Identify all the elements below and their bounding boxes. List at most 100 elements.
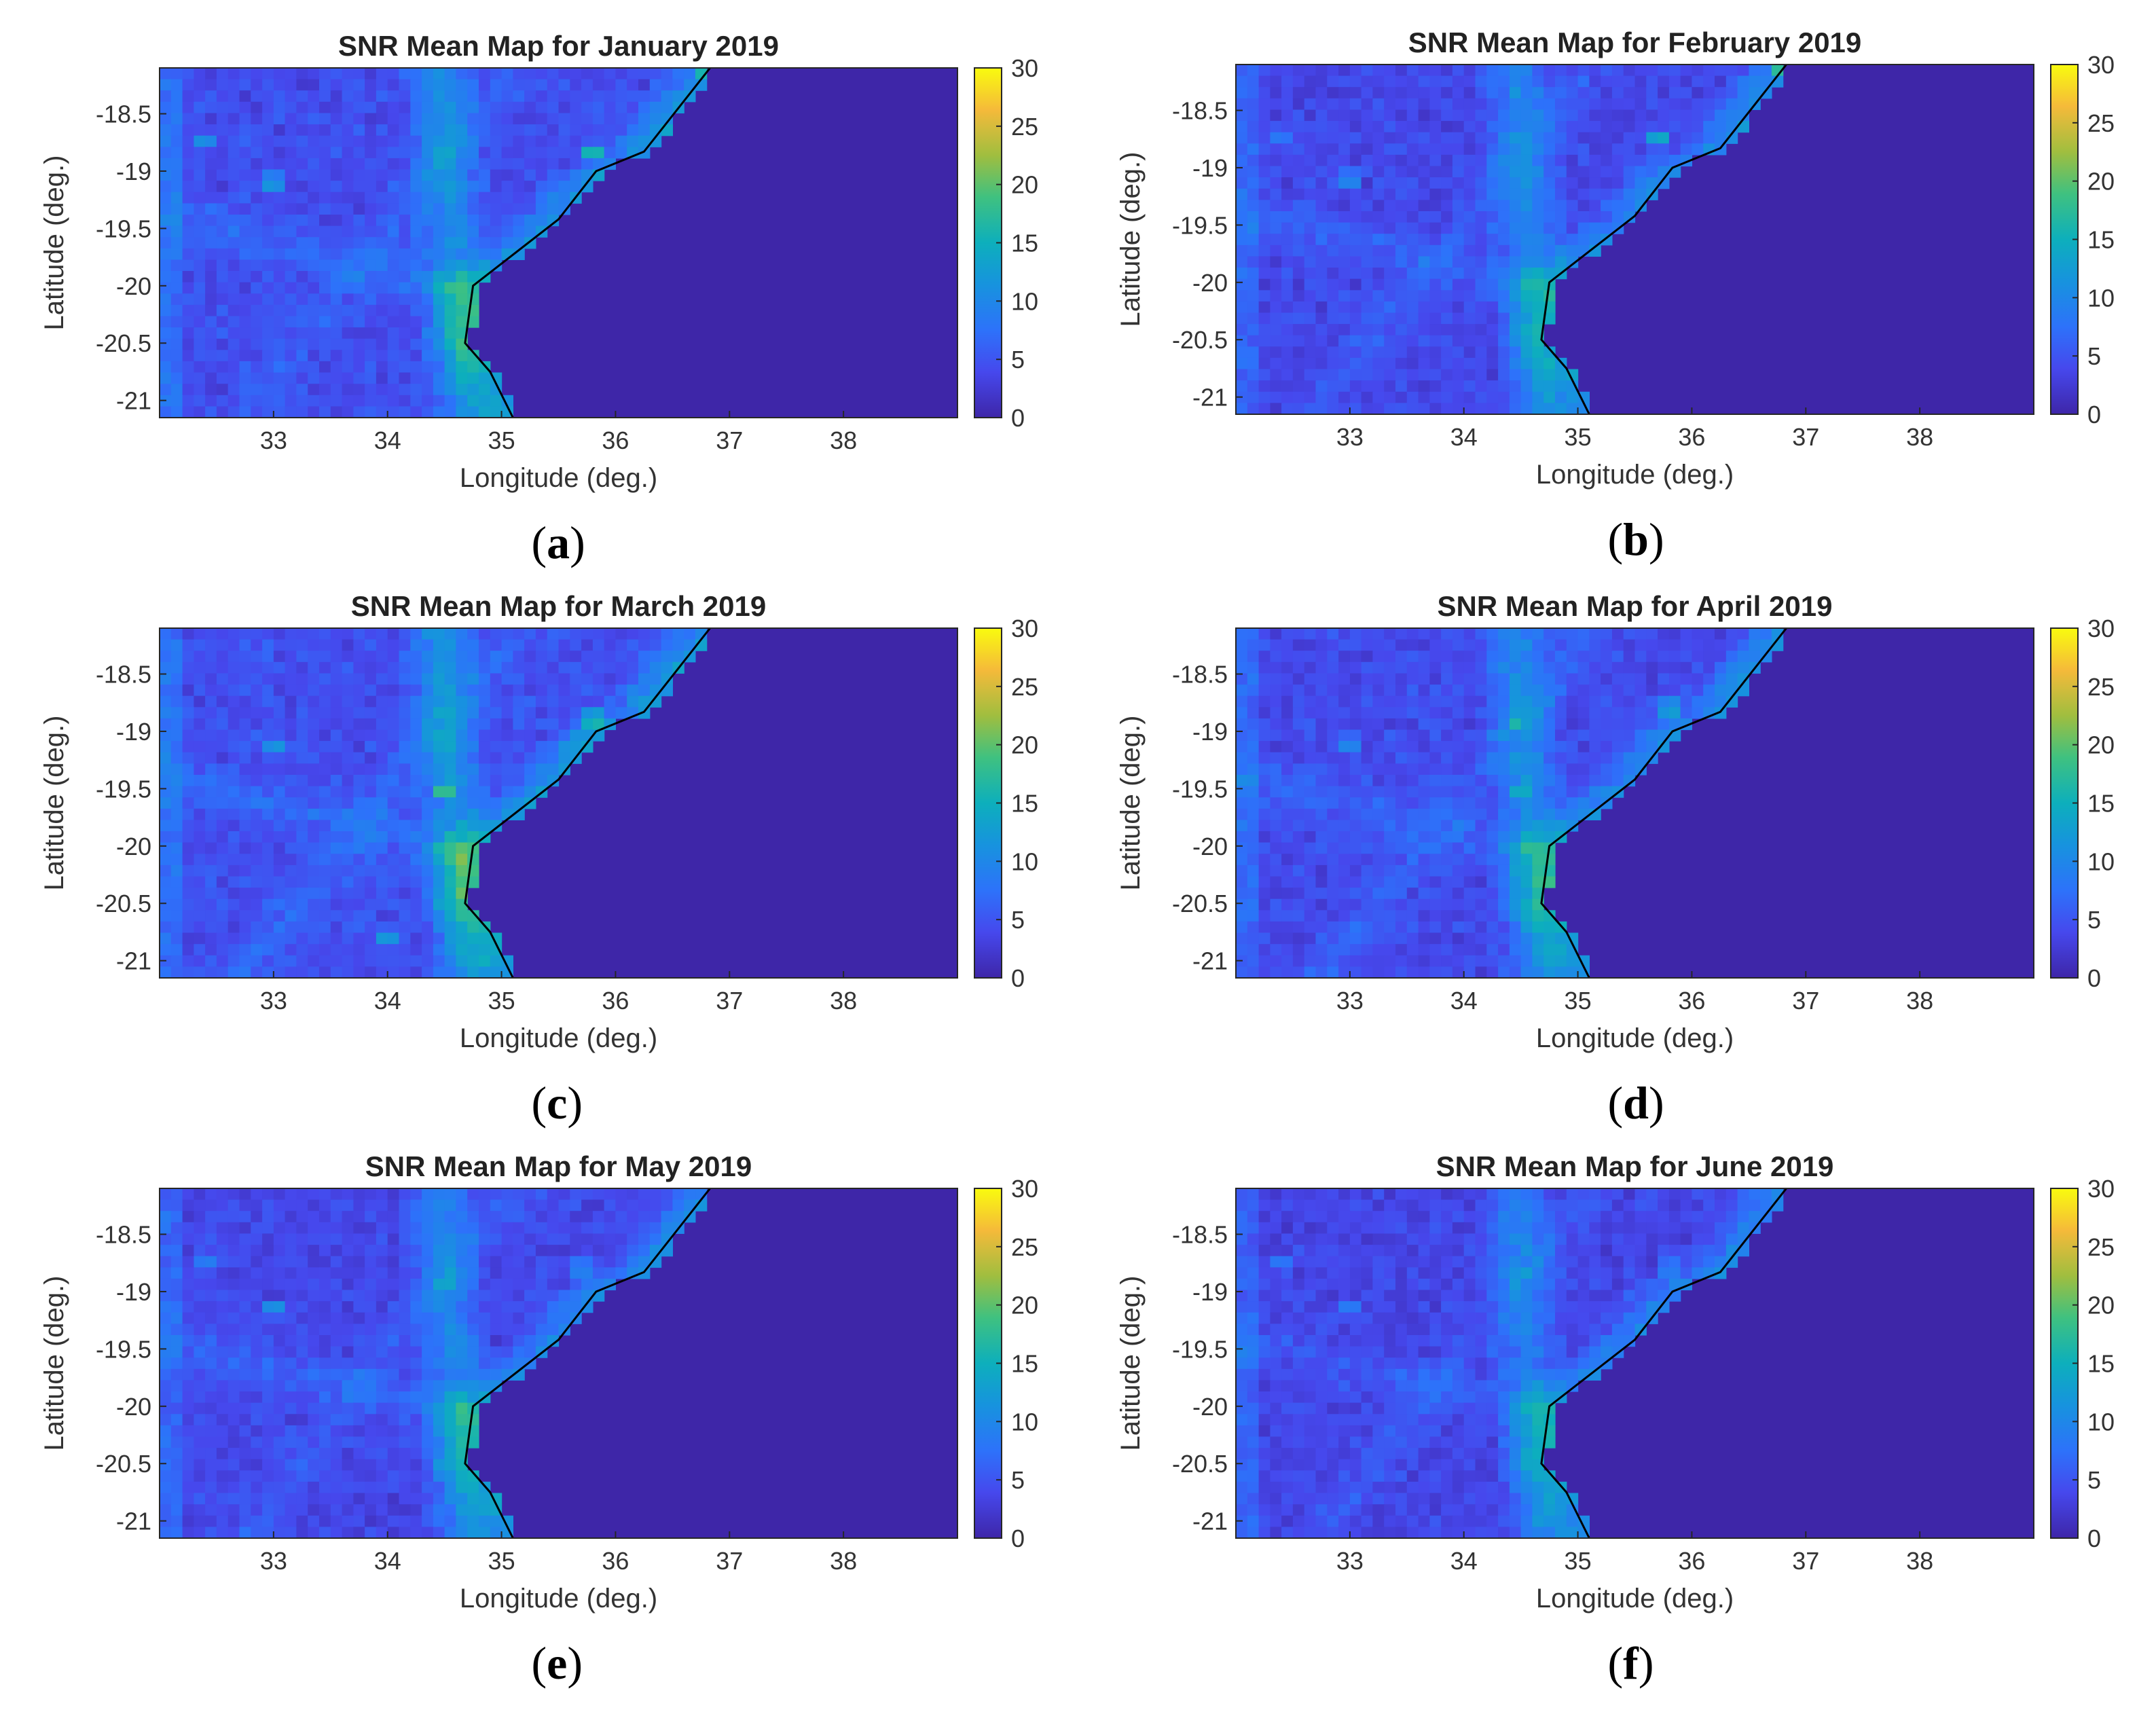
heatmap-cell (1520, 932, 1533, 945)
heatmap-cell (1646, 718, 1658, 731)
heatmap-cell (227, 808, 240, 820)
heatmap-cell (581, 651, 593, 663)
heatmap-cell (227, 124, 240, 136)
heatmap-cell (1384, 921, 1396, 934)
heatmap-cell (353, 215, 365, 227)
heatmap-cell (387, 1211, 400, 1223)
heatmap-cell (160, 1290, 172, 1302)
heatmap-cell (376, 1233, 388, 1245)
heatmap-cell (308, 215, 320, 227)
heatmap-cell (1577, 639, 1590, 651)
heatmap-cell (273, 1278, 286, 1291)
heatmap-cell (1236, 143, 1248, 156)
heatmap-cell (399, 695, 411, 708)
heatmap-cell (1601, 121, 1613, 133)
heatmap-cell (1304, 797, 1317, 809)
heatmap-cell (490, 68, 503, 80)
heatmap-cell (456, 361, 468, 373)
heatmap-cell (194, 248, 206, 260)
heatmap-cell (399, 1267, 411, 1279)
heatmap-cell (319, 864, 331, 877)
heatmap-cell (1236, 808, 1248, 820)
heatmap-cell (342, 372, 354, 384)
heatmap-cell (1281, 741, 1294, 753)
heatmap-cell (170, 350, 183, 362)
heatmap-cell (1270, 380, 1282, 393)
x-tick-label: 35 (1565, 987, 1592, 1015)
heatmap-cell (376, 898, 388, 911)
heatmap-cell (490, 384, 503, 396)
heatmap-cell (1418, 154, 1430, 167)
heatmap-cell (1520, 132, 1533, 144)
heatmap-cell (170, 763, 183, 776)
heatmap-cell (227, 797, 240, 809)
heatmap-cell (216, 259, 229, 272)
heatmap-cell (239, 695, 251, 708)
heatmap-cell (1281, 808, 1294, 820)
heatmap-cell (262, 192, 274, 204)
heatmap-cell (170, 718, 183, 731)
heatmap-cell (467, 718, 479, 731)
heatmap-cell (467, 215, 479, 227)
heatmap-cell (1715, 673, 1727, 685)
heatmap-cell (581, 741, 593, 753)
heatmap-cell (330, 350, 343, 362)
heatmap-cell (604, 673, 616, 685)
heatmap-cell (342, 966, 354, 979)
heatmap-cell (205, 898, 217, 911)
heatmap-cell (160, 158, 172, 170)
heatmap-cell (251, 350, 263, 362)
heatmap-cell (1715, 661, 1727, 674)
heatmap-cell (1646, 661, 1658, 674)
heatmap-cell (410, 1222, 422, 1234)
heatmap-cell (1577, 222, 1590, 234)
heatmap-cell (285, 651, 297, 663)
heatmap-cell (330, 259, 343, 272)
heatmap-cell (1634, 200, 1647, 212)
heatmap-cell (1406, 775, 1419, 787)
heatmap-cell (535, 639, 548, 651)
heatmap-cell (216, 361, 229, 373)
heatmap-cell (501, 113, 513, 125)
heatmap-cell (1315, 369, 1328, 381)
heatmap-cell (1452, 244, 1465, 257)
heatmap-cell (353, 1222, 365, 1234)
heatmap-cell (1543, 786, 1556, 798)
heatmap-cell (319, 350, 331, 362)
heatmap-cell (1498, 290, 1510, 302)
heatmap-cell (330, 384, 343, 396)
heatmap-cell (308, 921, 320, 934)
heatmap-cell (285, 203, 297, 215)
heatmap-cell (1520, 222, 1533, 234)
heatmap-cell (1577, 65, 1590, 77)
heatmap-cell (1703, 98, 1715, 110)
heatmap-cell (273, 384, 286, 396)
heatmap-cell (194, 628, 206, 640)
heatmap-cell (170, 752, 183, 764)
heatmap-cell (205, 639, 217, 651)
heatmap-cell (1327, 75, 1339, 88)
heatmap-cell (1361, 786, 1373, 798)
heatmap-cell (1441, 944, 1453, 956)
heatmap-cell (1498, 391, 1510, 403)
heatmap-cell (501, 966, 513, 979)
heatmap-cell (170, 955, 183, 967)
heatmap-cell (170, 910, 183, 922)
heatmap-cell (239, 820, 251, 832)
heatmap-cell (1668, 75, 1681, 88)
heatmap-cell (1715, 65, 1727, 77)
heatmap-cell (1463, 864, 1476, 877)
heatmap-cell (444, 248, 456, 260)
heatmap-cell (239, 1278, 251, 1291)
heatmap-cell (1315, 132, 1328, 144)
heatmap-cell (308, 327, 320, 340)
heatmap-cell (1634, 651, 1647, 663)
heatmap-cell (251, 147, 263, 159)
heatmap-cell (330, 1222, 343, 1234)
heatmap-cell (1509, 335, 1522, 347)
heatmap-cell (1418, 673, 1430, 685)
heatmap-cell (387, 282, 400, 294)
heatmap-cell (330, 248, 343, 260)
heatmap-cell (1270, 876, 1282, 888)
heatmap-cell (387, 628, 400, 640)
